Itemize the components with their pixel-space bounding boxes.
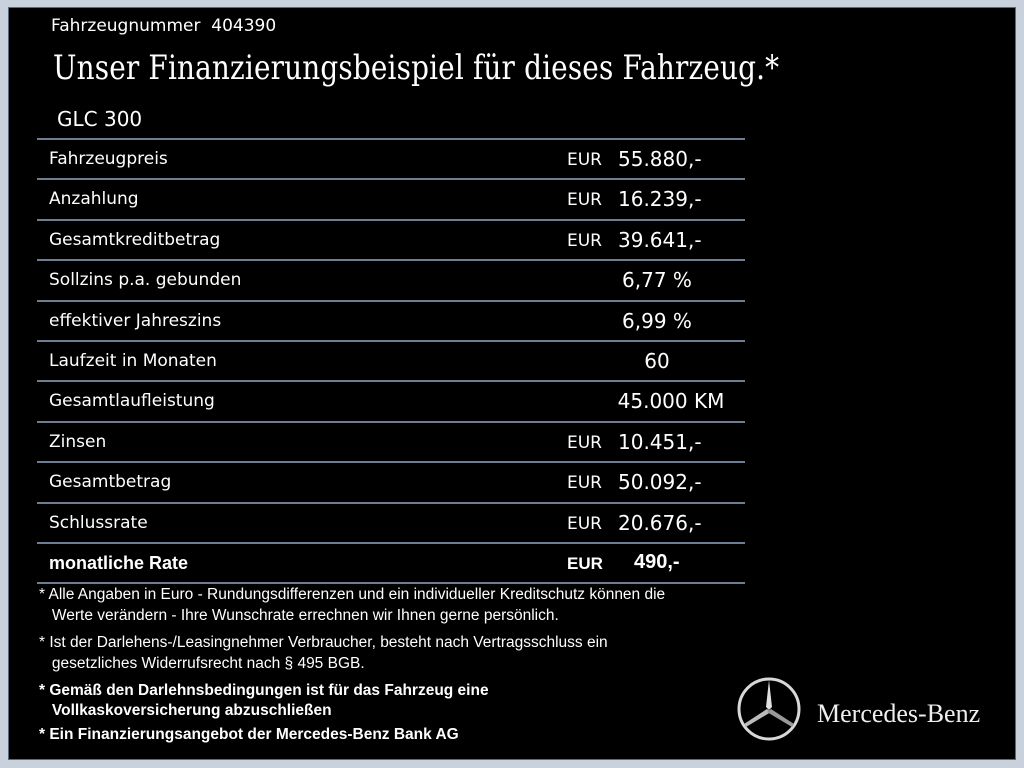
row-value: 16.239,- bbox=[618, 187, 702, 212]
vehicle-number: Fahrzeugnummer 404390 bbox=[51, 16, 277, 36]
table-row: Gesamtlaufleistung 45.000 KM bbox=[37, 380, 745, 420]
row-label: Gesamtkreditbetrag bbox=[49, 229, 221, 250]
table-row-monthly-rate: monatliche Rate EUR 490,- bbox=[37, 541, 745, 585]
footnote: Werte verändern - Ihre Wunschrate errech… bbox=[39, 607, 559, 624]
row-label: Gesamtbetrag bbox=[49, 472, 172, 493]
footnote: * Ein Finanzierungsangebot der Mercedes-… bbox=[39, 726, 459, 743]
row-label: Schlussrate bbox=[49, 512, 148, 533]
row-value: 60 bbox=[644, 348, 670, 373]
page-title: Unser Finanzierungsbeispiel für dieses F… bbox=[53, 48, 780, 88]
table-row: Laufzeit in Monaten 60 bbox=[37, 339, 745, 380]
table-row: Fahrzeugpreis EUR 55.880,- bbox=[37, 138, 745, 178]
row-label: Zinsen bbox=[49, 431, 107, 452]
row-currency: EUR bbox=[567, 150, 602, 170]
row-value: 10.451,- bbox=[618, 429, 702, 454]
row-currency: EUR bbox=[567, 432, 602, 453]
table-row: Gesamtbetrag EUR 50.092,- bbox=[37, 461, 745, 501]
row-value: 39.641,- bbox=[618, 227, 702, 252]
table-row: Zinsen EUR 10.451,- bbox=[37, 420, 745, 461]
table-row: Anzahlung EUR 16.239,- bbox=[37, 178, 745, 218]
row-label: Anzahlung bbox=[49, 189, 139, 210]
row-value: 55.880,- bbox=[618, 147, 702, 171]
row-value: 6,77 % bbox=[622, 268, 692, 293]
footnote: * Ist der Darlehens-/Leasingnehmer Verbr… bbox=[39, 634, 608, 651]
row-currency: EUR bbox=[567, 553, 603, 573]
row-value: 6,99 % bbox=[622, 308, 692, 333]
row-value: 45.000 KM bbox=[617, 389, 725, 414]
row-currency: EUR bbox=[567, 190, 602, 211]
row-value: 20.676,- bbox=[618, 510, 702, 535]
row-label: Gesamtlaufleistung bbox=[49, 391, 215, 412]
footnote: Vollkaskoversicherung abzuschließen bbox=[39, 702, 332, 719]
row-label: monatliche Rate bbox=[49, 552, 189, 573]
table-row: effektiver Jahreszins 6,99 % bbox=[37, 299, 745, 340]
brand-name: Mercedes-Benz bbox=[817, 699, 981, 728]
table-row: Gesamtkreditbetrag EUR 39.641,- bbox=[37, 218, 745, 259]
three-pointed-star-icon bbox=[737, 677, 801, 741]
ad-panel: Fahrzeugnummer 404390 Unser Finanzierung… bbox=[8, 7, 1016, 760]
footnote: * Alle Angaben in Euro - Rundungsdiffere… bbox=[39, 586, 666, 603]
footnote: * Gemäß den Darlehnsbedingungen ist für … bbox=[39, 682, 489, 699]
row-value: 490,- bbox=[634, 550, 680, 573]
row-currency: EUR bbox=[567, 230, 602, 251]
row-label: Fahrzeugpreis bbox=[49, 149, 168, 169]
row-currency: EUR bbox=[567, 473, 602, 494]
table-row: Sollzins p.a. gebunden 6,77 % bbox=[37, 259, 745, 299]
row-label: Laufzeit in Monaten bbox=[49, 350, 217, 371]
row-label: effektiver Jahreszins bbox=[49, 310, 222, 331]
row-label: Sollzins p.a. gebunden bbox=[49, 270, 242, 291]
finance-table: Fahrzeugpreis EUR 55.880,- Anzahlung EUR 16.… bbox=[37, 138, 745, 585]
table-row: Schlussrate EUR 20.676,- bbox=[37, 501, 745, 542]
footnote: gesetzliches Widerrufsrecht nach § 495 B… bbox=[39, 655, 365, 672]
row-currency: EUR bbox=[567, 513, 602, 534]
row-value: 50.092,- bbox=[618, 470, 702, 495]
model-name: GLC 300 bbox=[57, 107, 143, 131]
